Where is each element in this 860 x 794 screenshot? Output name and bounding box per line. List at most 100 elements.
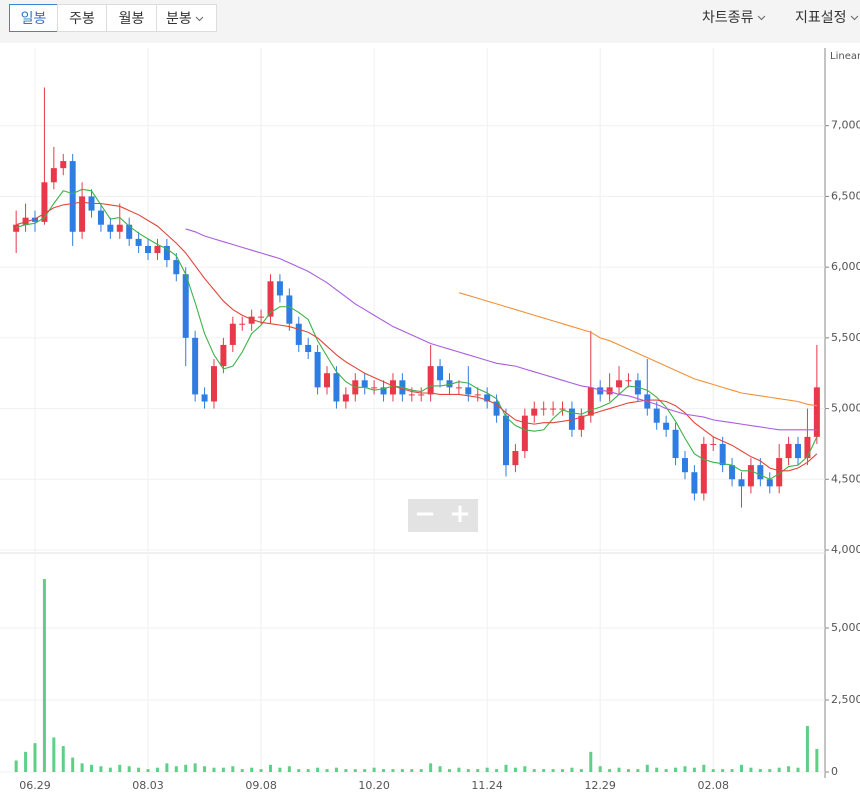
candle-body (587, 387, 594, 416)
volume-bar (777, 767, 781, 772)
y-tick-label: 5,500 (831, 331, 860, 344)
candle-body (314, 352, 321, 388)
candle-body (804, 436, 811, 459)
volume-bar (711, 769, 715, 772)
volume-bar (250, 767, 254, 772)
period-dropdown[interactable]: 분봉 (156, 4, 217, 32)
volume-bar (419, 769, 423, 772)
volume-bar (306, 769, 310, 772)
volume-bar (90, 764, 94, 772)
volume-bar (485, 767, 489, 772)
volume-bar (287, 766, 291, 772)
candle-body (776, 458, 783, 487)
y2-tick-label: 5,000,000 (831, 621, 860, 634)
candle-body (163, 245, 170, 261)
candle-body (41, 182, 48, 222)
x-tick-label: 12.29 (584, 779, 616, 792)
candle-body (578, 415, 585, 430)
period-button[interactable]: 주봉 (57, 4, 107, 32)
candle-body (135, 238, 142, 246)
volume-bar (664, 769, 668, 772)
toolbar: 일봉 주봉 월봉 분봉 차트종류 지표설정 (0, 0, 860, 43)
chart-type-menu[interactable]: 차트종류 (702, 7, 766, 29)
volume-bar (363, 769, 367, 772)
y-tick-label: 4,500 (831, 472, 860, 485)
candle-body (437, 366, 444, 381)
candle-body (616, 380, 623, 388)
candle-body (559, 408, 566, 410)
volume-bar (457, 767, 461, 772)
period-label: 분봉 (166, 11, 192, 27)
x-tick-label: 09.08 (245, 779, 277, 792)
candle-body (267, 281, 274, 317)
volume-bar (598, 766, 602, 772)
candle-body (691, 472, 698, 494)
candle-body (653, 408, 660, 423)
candle-body (700, 443, 707, 494)
volume-bar (278, 767, 282, 772)
volume-bar (683, 766, 687, 772)
volume-bar (14, 760, 18, 772)
candle-body (663, 422, 670, 430)
volume-bar (438, 766, 442, 772)
candle-body (286, 295, 293, 324)
volume-bar (758, 769, 762, 772)
candle-body (418, 394, 425, 396)
x-tick-label: 02.08 (697, 779, 729, 792)
volume-bar (523, 766, 527, 772)
candle-body (625, 380, 632, 382)
volume-bar (561, 769, 565, 772)
volume-bar (721, 769, 725, 772)
candle-body (13, 224, 20, 232)
volume-bar (551, 769, 555, 772)
candle-body (220, 344, 227, 367)
candle-body (32, 217, 38, 222)
candle-body (493, 401, 500, 416)
indicator-menu[interactable]: 지표설정 (795, 7, 859, 29)
volume-bar (184, 764, 188, 772)
volume-bar (24, 751, 28, 772)
volume-bar (33, 743, 37, 772)
volume-bar (42, 579, 46, 772)
period-button[interactable]: 일봉 (9, 4, 58, 32)
volume-bar (532, 769, 536, 772)
candle-body (512, 451, 519, 466)
y2-tick-label: 2,500,000 (831, 693, 860, 706)
moving-average-line (16, 201, 818, 472)
volume-bar (155, 767, 159, 772)
candle-body (540, 408, 547, 410)
moving-average-line (458, 292, 817, 407)
zoom-control: − + (408, 499, 478, 532)
volume-bar (400, 769, 404, 772)
volume-bar (52, 737, 56, 772)
zoom-out[interactable]: − (414, 499, 436, 529)
zoom-in[interactable]: + (449, 499, 471, 529)
candle-body (465, 387, 472, 395)
candle-body (116, 224, 123, 232)
candle-body (719, 443, 726, 466)
period-button[interactable]: 월봉 (106, 4, 157, 32)
candle-body (389, 380, 396, 395)
volume-bar (645, 764, 649, 772)
candle-body (173, 260, 180, 275)
scale-label: Linear (830, 51, 860, 62)
candle-body (248, 316, 255, 324)
candle-body (361, 380, 368, 388)
candle-body (427, 366, 434, 395)
volume-bar (297, 769, 301, 772)
volume-bar (589, 751, 593, 772)
y-tick-label: 7,000 (831, 119, 860, 132)
y-tick-label: 6,500 (831, 189, 860, 202)
volume-bar (212, 767, 216, 772)
candle-body (295, 323, 302, 345)
y2-tick-label: 0 (831, 765, 838, 778)
volume-bar (80, 763, 84, 772)
candle-body (69, 161, 76, 232)
candle-body (79, 196, 86, 232)
volume-bar (768, 769, 772, 772)
candle-body (182, 274, 189, 338)
volume-bar (466, 769, 470, 772)
chevron (757, 15, 765, 21)
